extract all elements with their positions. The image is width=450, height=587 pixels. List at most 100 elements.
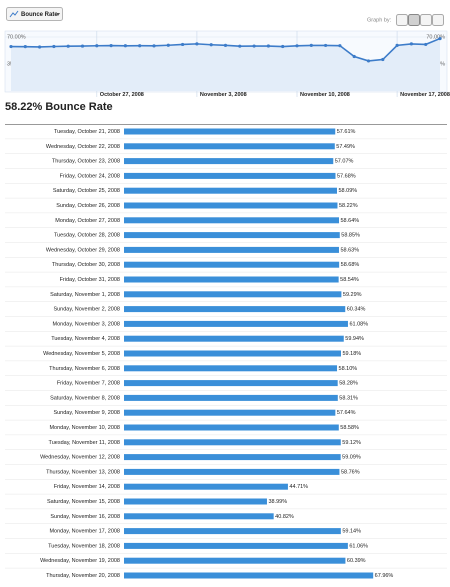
row-label: Monday, October 27, 2008 bbox=[55, 218, 120, 224]
value-label: 44.71% bbox=[289, 484, 308, 490]
data-point bbox=[424, 42, 428, 47]
value-label: 58.64% bbox=[341, 218, 360, 224]
value-label: 61.06% bbox=[349, 543, 368, 549]
row-label: Friday, November 7, 2008 bbox=[57, 381, 120, 387]
line-area bbox=[11, 38, 440, 91]
row-label: Thursday, November 13, 2008 bbox=[46, 469, 120, 475]
row-label: Saturday, November 1, 2008 bbox=[50, 292, 120, 298]
bar bbox=[124, 513, 274, 520]
row-label: Tuesday, November 11, 2008 bbox=[49, 440, 120, 446]
bar bbox=[124, 232, 340, 239]
row-label: Wednesday, November 5, 2008 bbox=[43, 351, 120, 357]
data-point bbox=[366, 59, 371, 63]
value-label: 58.54% bbox=[340, 277, 359, 283]
data-point bbox=[309, 43, 313, 47]
data-point bbox=[352, 54, 356, 59]
value-label: 59.09% bbox=[342, 455, 361, 461]
row-label: Wednesday, October 29, 2008 bbox=[46, 247, 120, 253]
bar bbox=[124, 454, 341, 461]
value-label: 60.39% bbox=[347, 558, 366, 564]
bar bbox=[124, 276, 339, 283]
bar bbox=[124, 498, 267, 505]
bar bbox=[124, 217, 340, 224]
bar bbox=[124, 468, 340, 475]
value-label: 57.61% bbox=[337, 129, 356, 135]
bar bbox=[124, 187, 337, 194]
data-point bbox=[209, 43, 213, 47]
data-point bbox=[181, 42, 185, 47]
row-label: Monday, November 10, 2008 bbox=[49, 425, 120, 431]
data-point bbox=[438, 36, 442, 41]
dropdown-box[interactable] bbox=[6, 7, 63, 21]
metric-dropdown[interactable]: Bounce Rate bbox=[6, 7, 63, 21]
data-point bbox=[395, 43, 399, 47]
bar bbox=[124, 542, 348, 549]
bar bbox=[124, 380, 338, 387]
data-point bbox=[52, 44, 56, 49]
bar bbox=[124, 335, 344, 342]
bar bbox=[124, 572, 374, 579]
row-label: Saturday, November 8, 2008 bbox=[50, 395, 120, 401]
data-point bbox=[23, 45, 27, 49]
bar bbox=[124, 261, 340, 268]
value-label: 59.14% bbox=[342, 529, 361, 535]
bar bbox=[124, 365, 338, 372]
data-point bbox=[109, 44, 113, 48]
data-point bbox=[166, 43, 170, 47]
row-label: Sunday, November 2, 2008 bbox=[53, 307, 120, 313]
bar bbox=[124, 158, 334, 165]
row-label: Wednesday, October 22, 2008 bbox=[46, 144, 120, 150]
value-label: 58.85% bbox=[341, 233, 360, 239]
row-label: Sunday, November 9, 2008 bbox=[53, 410, 120, 416]
y-tick-label: 70.00% bbox=[7, 34, 26, 40]
data-point bbox=[223, 43, 228, 47]
bar bbox=[124, 246, 339, 253]
row-label: Tuesday, November 18, 2008 bbox=[48, 543, 120, 549]
row-label: Tuesday, October 28, 2008 bbox=[54, 233, 120, 239]
row-label: Saturday, October 25, 2008 bbox=[53, 188, 120, 194]
row-label: Thursday, November 6, 2008 bbox=[49, 366, 120, 372]
data-point bbox=[409, 42, 413, 46]
value-label: 58.28% bbox=[339, 381, 358, 387]
value-label: 58.63% bbox=[340, 247, 359, 253]
value-label: 38.99% bbox=[268, 499, 287, 505]
row-label: Monday, November 3, 2008 bbox=[53, 321, 120, 327]
data-point bbox=[195, 42, 199, 46]
data-point bbox=[152, 44, 156, 48]
row-label: Tuesday, October 21, 2008 bbox=[54, 129, 120, 135]
bar bbox=[124, 291, 342, 298]
bar bbox=[124, 528, 341, 535]
bar bbox=[124, 394, 338, 401]
value-label: 58.22% bbox=[339, 203, 358, 209]
value-label: 58.76% bbox=[341, 469, 360, 475]
bar bbox=[124, 424, 339, 431]
data-point bbox=[381, 57, 385, 62]
row-label: Thursday, October 30, 2008 bbox=[52, 262, 120, 268]
value-label: 59.12% bbox=[342, 440, 361, 446]
row-label: Sunday, October 26, 2008 bbox=[56, 203, 120, 209]
graph-by-year[interactable] bbox=[432, 14, 444, 26]
data-point bbox=[80, 44, 85, 48]
data-point bbox=[281, 44, 285, 49]
data-point bbox=[252, 44, 256, 48]
dropdown-arrow bbox=[56, 13, 60, 16]
row-label: Friday, October 31, 2008 bbox=[60, 277, 120, 283]
row-label: Thursday, October 23, 2008 bbox=[52, 159, 120, 165]
value-label: 58.58% bbox=[340, 425, 359, 431]
bar bbox=[124, 409, 336, 416]
row-label: Friday, November 14, 2008 bbox=[54, 484, 120, 490]
graph-by-day[interactable] bbox=[396, 14, 408, 26]
value-label: 58.68% bbox=[341, 262, 360, 268]
graph-by-month[interactable] bbox=[420, 14, 432, 26]
bar bbox=[124, 202, 338, 209]
bar bbox=[124, 172, 336, 179]
data-point bbox=[324, 43, 328, 48]
bar bbox=[124, 557, 346, 564]
data-point bbox=[123, 44, 127, 48]
row-label: Monday, November 17, 2008 bbox=[49, 529, 120, 535]
dropdown-icon bbox=[9, 10, 19, 18]
dropdown-label[interactable]: Bounce Rate bbox=[21, 12, 58, 18]
value-label: 57.07% bbox=[335, 159, 354, 165]
graph-by-week[interactable] bbox=[408, 14, 420, 26]
